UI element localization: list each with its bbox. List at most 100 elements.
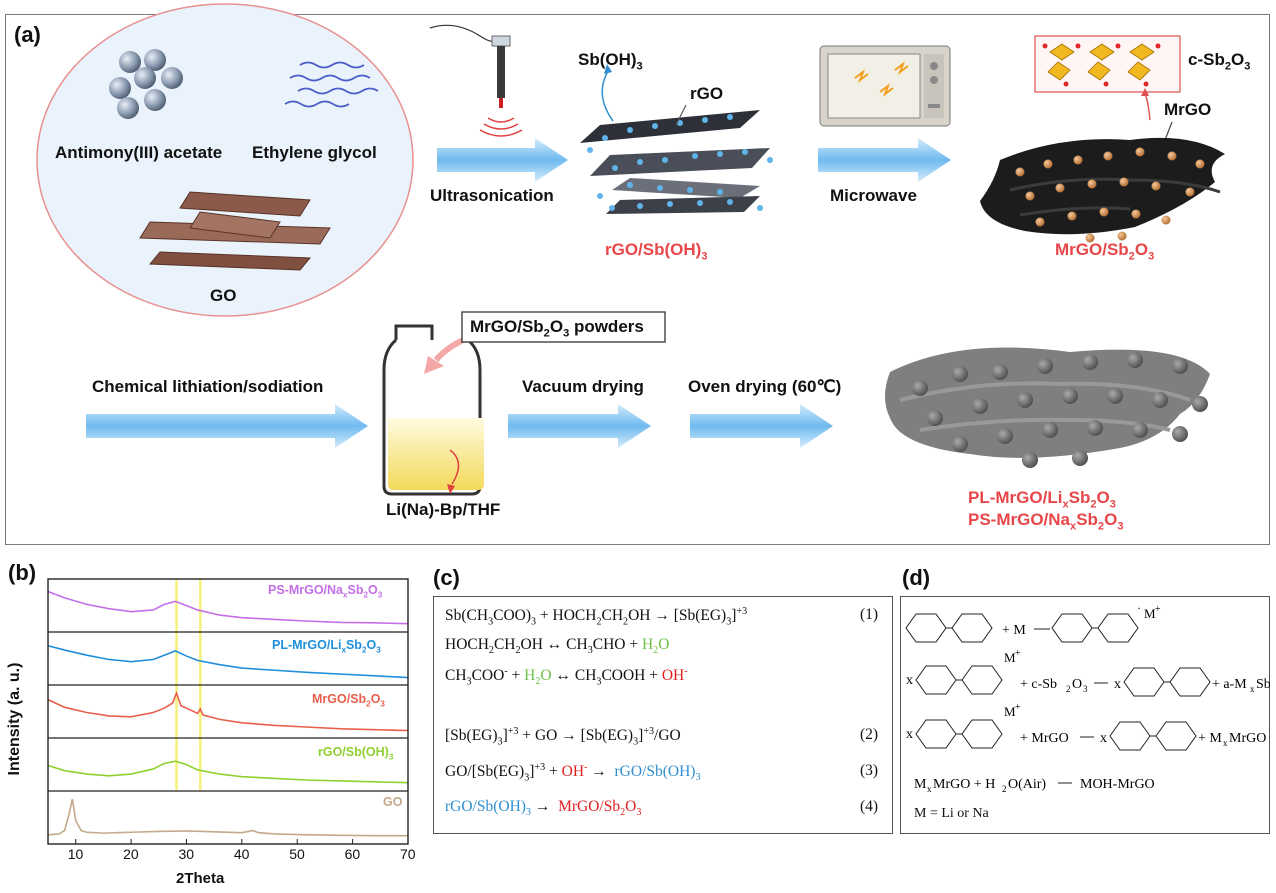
- biphenyl-reactions: + M · M+ x M+ + c-Sb2O3 x + a-MxSb2 x M+…: [900, 601, 1270, 794]
- svg-text:M: M: [1144, 606, 1156, 621]
- svg-text:+ a-M: + a-M: [1212, 677, 1247, 692]
- powders-label: MrGO/Sb2O3 powders: [470, 317, 644, 340]
- equation-1b: HOCH2CH2OH ↔ CH3CHO + H2O: [445, 636, 670, 657]
- series-line-4: [47, 798, 408, 837]
- svg-text:MrGO + H: MrGO + H: [933, 777, 995, 792]
- eq-number-2: (2): [860, 726, 879, 743]
- svg-text:2: 2: [1066, 684, 1071, 694]
- svg-text:x: x: [1114, 677, 1121, 692]
- equation-2: [Sb(EG)3]+3 + GO → [Sb(EG)3]+3/GO: [445, 726, 681, 748]
- glycol-waves-icon: [284, 61, 379, 108]
- eq-number-1: (1): [860, 606, 879, 623]
- solvent-pointer: [449, 449, 460, 485]
- svg-text:M: M: [1004, 650, 1016, 665]
- svg-text:+: +: [1155, 604, 1161, 615]
- mrgo-label: MrGO: [1164, 100, 1212, 119]
- solvent-label: Li(Na)-Bp/THF: [386, 500, 501, 519]
- eq-number-3: (3): [860, 762, 879, 779]
- lithiated-particles: [912, 352, 1208, 468]
- sb2o3-particles: [1015, 147, 1205, 243]
- svg-text:x: x: [906, 727, 913, 742]
- x-tick-label: 20: [123, 846, 139, 862]
- y-axis-label-wrap: Intensity (a. u.): [0, 640, 30, 800]
- rgo-sboh3-product: rGO/Sb(OH)3: [605, 240, 708, 263]
- svg-text:+ MrGO: + MrGO: [1020, 731, 1069, 746]
- equations-box: [433, 596, 893, 834]
- sboh3-particles: [587, 114, 773, 211]
- rgo-label: rGO: [690, 84, 724, 103]
- equation-3: GO/[Sb(EG)3]+3 + OH- → rGO/Sb(OH)3: [445, 762, 701, 784]
- ultrasonication-label: Ultrasonication: [430, 186, 554, 205]
- svg-text:+ M: + M: [1002, 623, 1026, 638]
- svg-text:3: 3: [1083, 684, 1088, 694]
- svg-text:+: +: [1015, 702, 1021, 713]
- mrgo-sheets-icon: [980, 137, 1225, 235]
- metal-definition: M = Li or Na: [914, 806, 989, 821]
- x-axis-label: 2Theta: [176, 870, 225, 887]
- rgo-pointer: [675, 104, 687, 126]
- pl-product: PL-MrGO/LixSb2O3: [968, 488, 1116, 511]
- microwave-icon: [819, 45, 951, 127]
- oven-drying-label: Oven drying (60℃): [688, 377, 842, 396]
- svg-text:x: x: [1223, 738, 1228, 748]
- rgo-sboh3-sheets-icon: [580, 110, 770, 214]
- biphenyl-icon: [1110, 722, 1196, 750]
- svg-text:x: x: [1250, 684, 1255, 694]
- svg-text:M: M: [1004, 704, 1016, 719]
- lithiation-label: Chemical lithiation/sodiation: [92, 377, 324, 396]
- legend-ps: PS-MrGO/NaxSb2O3: [268, 583, 383, 600]
- sboh3-pointer: [601, 72, 614, 122]
- legend-pl: PL-MrGO/LixSb2O3: [272, 638, 381, 655]
- panel-a-graphics: [36, 3, 1225, 496]
- svg-text:M: M: [914, 777, 927, 792]
- ultrasonicator-icon: [429, 24, 523, 137]
- reaction-bottle-icon: [382, 324, 484, 496]
- svg-text:2: 2: [1002, 784, 1007, 794]
- biphenyl-icon: [1124, 668, 1210, 696]
- biphenyl-anion-icon: [916, 666, 1002, 694]
- svg-text:O(Air): O(Air): [1008, 777, 1046, 792]
- svg-text:+ c-Sb: + c-Sb: [1020, 677, 1057, 692]
- panel-c-letter: (c): [433, 565, 460, 590]
- panel-a-letter: (a): [14, 22, 41, 47]
- svg-text:O: O: [1072, 677, 1082, 692]
- biphenyl-anion-icon: [1052, 614, 1138, 642]
- ps-product: PS-MrGO/NaxSb2O3: [968, 510, 1124, 533]
- go-sheets-icon: [139, 191, 331, 271]
- process-arrows: [86, 138, 951, 448]
- series-line-2: [47, 690, 409, 732]
- series-line-3: [47, 760, 409, 784]
- svg-text:Sb: Sb: [1256, 677, 1270, 692]
- antimony-balls-icon: [109, 49, 183, 119]
- svg-text:x: x: [927, 784, 932, 794]
- legend-rgo: rGO/Sb(OH)3: [318, 745, 394, 762]
- x-tick-label: 70: [400, 846, 416, 862]
- vacuum-drying-label: Vacuum drying: [522, 377, 644, 396]
- go-label: GO: [210, 286, 237, 305]
- y-axis-label: Intensity (a. u.): [6, 662, 23, 776]
- powders-box: [461, 311, 666, 343]
- x-tick-label: 40: [233, 846, 250, 862]
- panel-d-letter: (d): [902, 565, 931, 590]
- reactions-box: [900, 596, 1270, 834]
- svg-text:x: x: [906, 673, 913, 688]
- equation-1a: Sb(CH3COO)3 + HOCH2CH2OH → [Sb(EG)3]+3: [445, 606, 748, 628]
- x-tick-label: 50: [289, 846, 305, 862]
- microwave-label: Microwave: [830, 186, 917, 205]
- x-tick-label: 60: [344, 846, 361, 862]
- c-sb2o3-label: c-Sb2O3: [1188, 50, 1251, 73]
- crystal-structure-icon: [1047, 43, 1155, 81]
- xrd-chart: [47, 578, 409, 845]
- equation-1c: CH3COO- + H2O ↔ CH3COOH + OH-: [445, 666, 688, 688]
- series-line-1: [47, 644, 409, 679]
- mrgo-sb2o3-product: MrGO/Sb2O3: [1055, 240, 1155, 263]
- plot-frame: [47, 578, 409, 845]
- x-tick-label: 10: [67, 846, 84, 862]
- svg-text:MrGO: MrGO: [1229, 731, 1266, 746]
- ethylene-glycol-label: Ethylene glycol: [252, 143, 377, 162]
- antimony-acetate-label: Antimony(III) acetate: [55, 143, 223, 162]
- svg-text:x: x: [1100, 731, 1107, 746]
- svg-text:+: +: [1015, 648, 1021, 659]
- equation-4: rGO/Sb(OH)3 → MrGO/Sb2O3: [445, 798, 642, 819]
- sboh3-label: Sb(OH)3: [578, 50, 643, 73]
